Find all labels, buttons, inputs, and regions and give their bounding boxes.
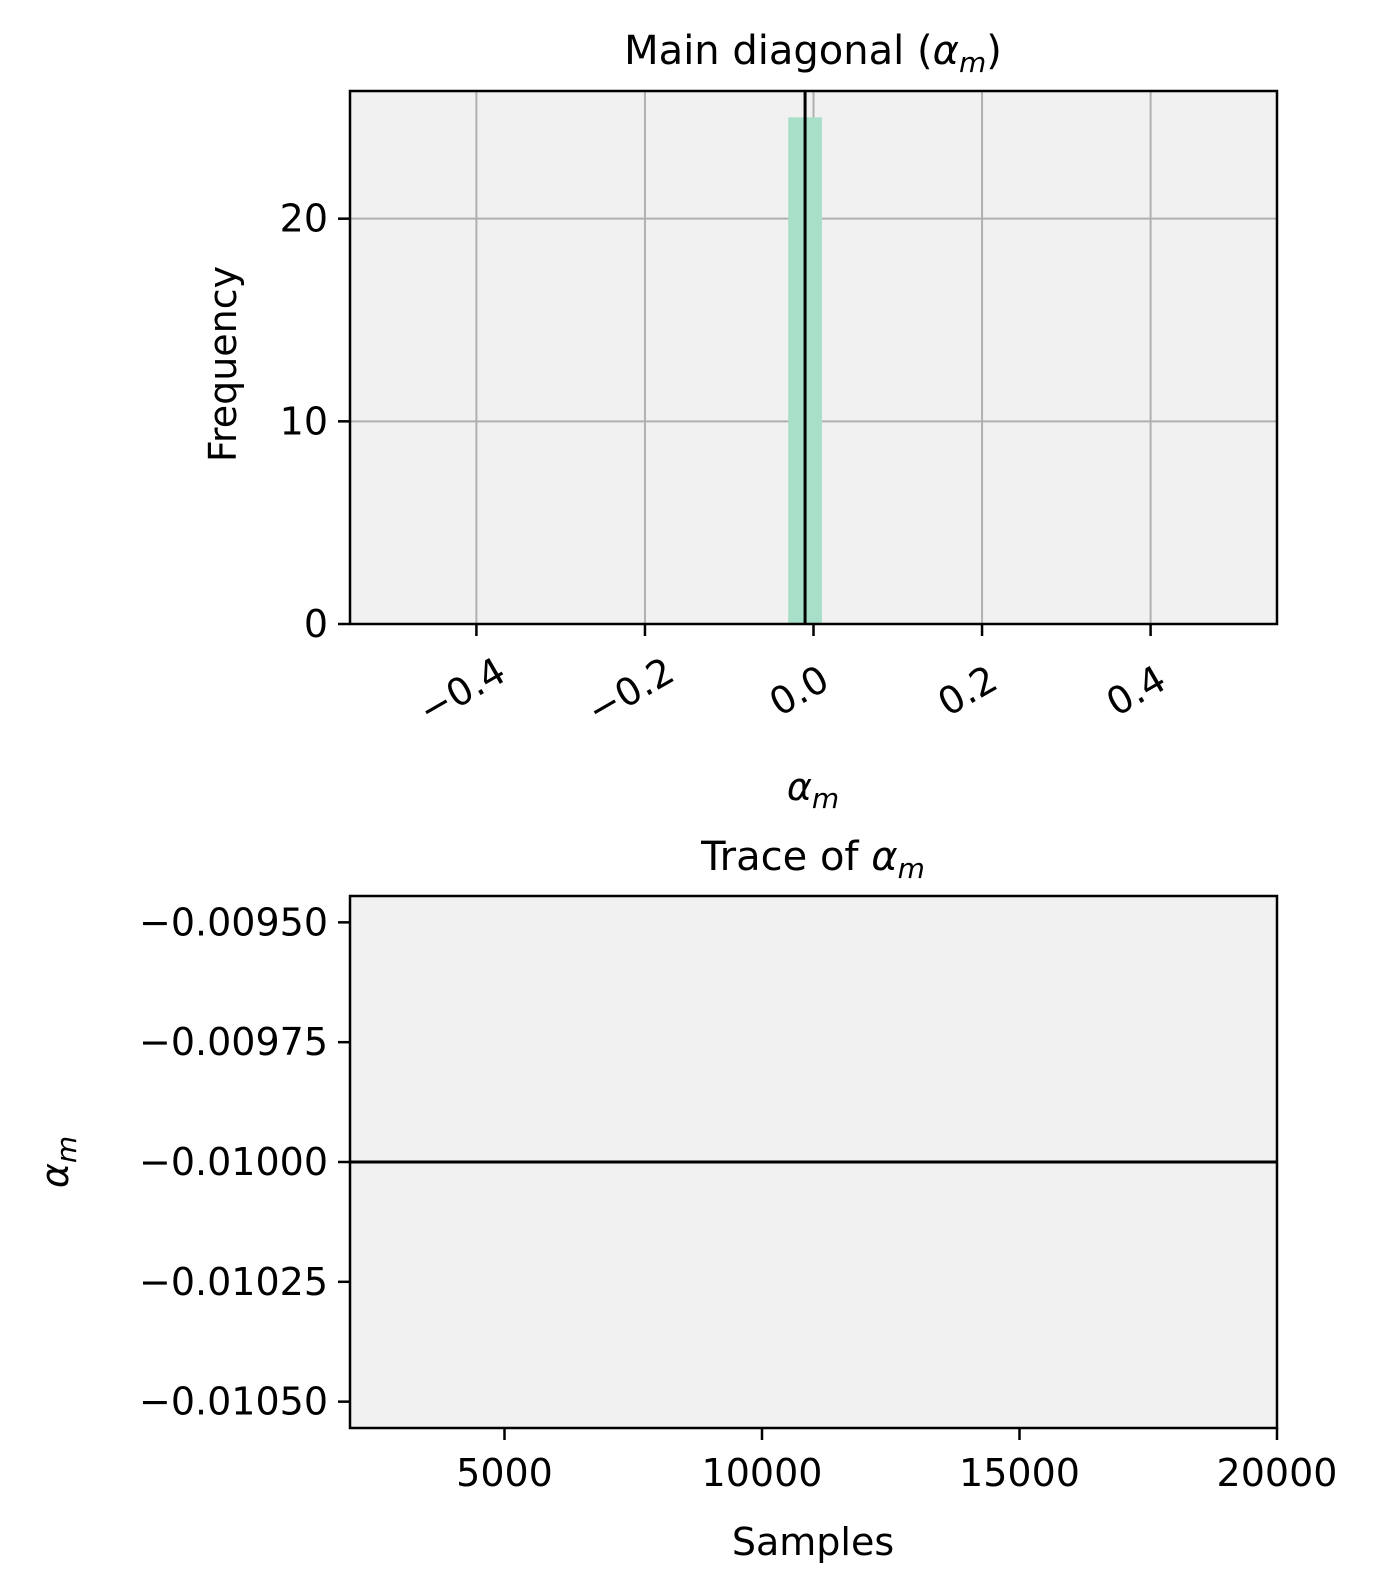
x-tick-label: 0.2 bbox=[930, 657, 1004, 725]
y-tick-label: −0.01025 bbox=[139, 1260, 328, 1304]
x-ticks: −0.4 −0.2 0.0 0.2 0.4 bbox=[411, 624, 1173, 733]
x-tick-label: 0.0 bbox=[762, 657, 836, 725]
x-axis-label: αm bbox=[787, 765, 839, 815]
histogram-chart: −0.4 −0.2 0.0 0.2 0.4 0 10 20 Main diagonal (α… bbox=[201, 28, 1279, 815]
x-tick-label: 5000 bbox=[456, 1451, 553, 1495]
y-axis-label: αm bbox=[33, 1136, 83, 1188]
x-tick-label: 20000 bbox=[1217, 1451, 1338, 1495]
y-tick-label: −0.00975 bbox=[139, 1020, 328, 1064]
chart-title: Trace of αm bbox=[700, 834, 925, 885]
y-tick-label: 0 bbox=[304, 602, 328, 646]
chart-title: Main diagonal (αm) bbox=[624, 28, 1002, 79]
y-tick-label: 20 bbox=[280, 197, 328, 241]
x-tick-label: 0.4 bbox=[1099, 657, 1173, 725]
y-tick-label: −0.01050 bbox=[139, 1380, 328, 1424]
y-axis-label: Frequency bbox=[201, 266, 245, 462]
y-tick-label: 10 bbox=[280, 399, 328, 443]
x-tick-label: −0.4 bbox=[411, 649, 513, 733]
trace-chart: 5000 10000 15000 20000 −0.00950−0.00975−0.0… bbox=[33, 834, 1337, 1564]
x-tick-label: −0.2 bbox=[579, 649, 681, 733]
y-ticks: 0 10 20 bbox=[280, 197, 350, 646]
y-tick-label: −0.00950 bbox=[139, 900, 328, 944]
x-tick-label: 10000 bbox=[702, 1451, 823, 1495]
y-ticks: −0.00950 −0.00975 −0.01000 −0.01025 −0.01050 bbox=[139, 900, 350, 1424]
x-tick-label: 15000 bbox=[959, 1451, 1080, 1495]
y-tick-label: −0.01000 bbox=[139, 1140, 328, 1184]
x-ticks: 5000 10000 15000 20000 bbox=[456, 1428, 1337, 1495]
x-axis-label: Samples bbox=[732, 1520, 894, 1564]
